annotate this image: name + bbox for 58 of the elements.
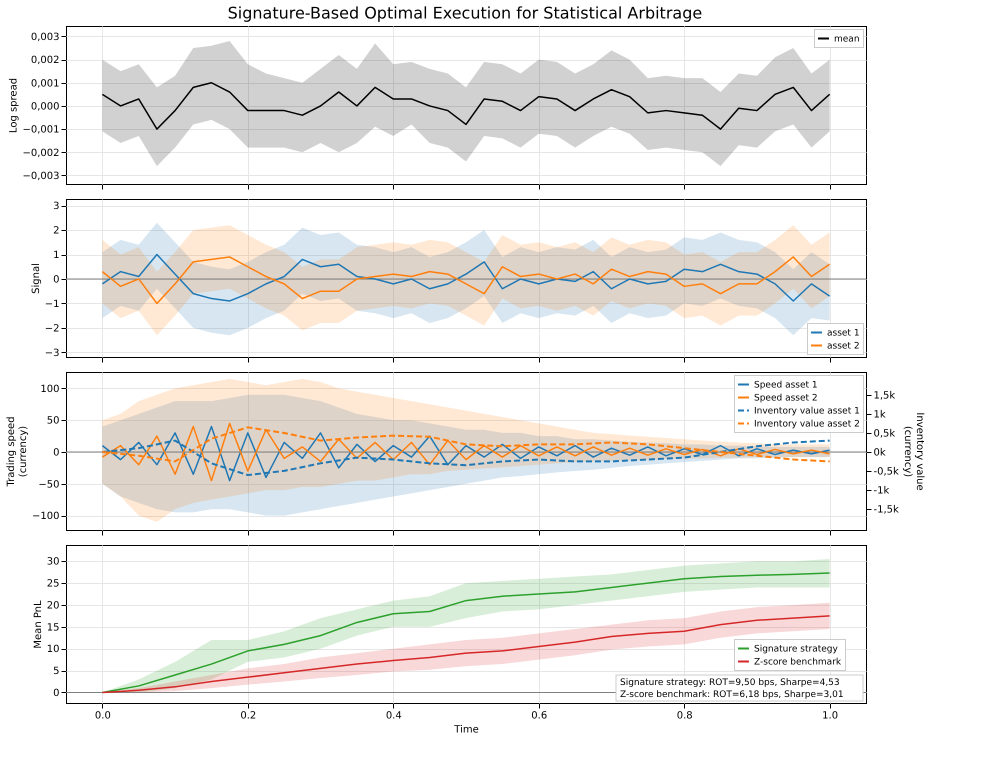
x-tick-label: 0.6 bbox=[531, 710, 548, 722]
y-tick-label: 50 bbox=[46, 416, 60, 427]
y2-tick-label: 0k bbox=[874, 447, 886, 458]
y-tick-label: 0,001 bbox=[30, 78, 60, 90]
y-tick-label: 30 bbox=[46, 556, 60, 568]
y2-tick-label: -0,5k bbox=[874, 466, 900, 478]
line-series bbox=[102, 82, 830, 130]
y2-tick-label: 1,5k bbox=[874, 390, 896, 402]
legend-label: Signature strategy bbox=[754, 644, 838, 654]
y-tick-label: 20 bbox=[46, 600, 60, 612]
legend-label: Z-score benchmark bbox=[754, 658, 842, 668]
y2-tick-label: 0,5k bbox=[874, 428, 896, 440]
y-tick-label: −50 bbox=[38, 479, 60, 490]
y-tick-label: 0,000 bbox=[30, 101, 60, 112]
y-tick-label: 0 bbox=[53, 274, 60, 286]
y-tick-label: 5 bbox=[53, 666, 60, 678]
y-axis-title: Trading speed (currency) bbox=[6, 416, 30, 488]
y-tick-label: −0,002 bbox=[22, 148, 60, 159]
y-tick-label: 1 bbox=[53, 250, 60, 262]
y-tick-label: −100 bbox=[32, 511, 60, 522]
y2-tick-label: -1k bbox=[874, 485, 890, 496]
y2-tick-label: 1k bbox=[874, 410, 886, 421]
legend-label: Inventory value asset 2 bbox=[754, 420, 860, 430]
y-tick-label: 0,003 bbox=[30, 32, 60, 43]
chart-title: Signature-Based Optimal Execution for Statistical Arbitrage bbox=[228, 4, 702, 22]
x-tick-label: 0.8 bbox=[676, 710, 693, 722]
x-tick-label: 0.4 bbox=[386, 710, 402, 722]
y2-tick-label: -1,5k bbox=[874, 504, 900, 516]
y-tick-label: 10 bbox=[46, 644, 60, 656]
legend-label: asset 2 bbox=[827, 342, 860, 352]
y-tick-label: −3 bbox=[44, 348, 60, 359]
y-tick-label: 100 bbox=[40, 384, 60, 395]
y2-axis-title: Inventory value (currency) bbox=[902, 412, 925, 491]
x-tick-label: 1.0 bbox=[822, 710, 838, 722]
y-tick-label: 0,002 bbox=[30, 55, 60, 66]
legend-label: asset 1 bbox=[827, 328, 860, 338]
legend-label: Speed asset 2 bbox=[754, 394, 818, 404]
annotation: Z-score benchmark: ROT=6,18 bps, Sharpe=3,01 bbox=[620, 690, 844, 700]
y-axis-title: Log spread bbox=[8, 78, 20, 134]
y-tick-label: −0,003 bbox=[22, 170, 60, 182]
y-tick-label: 15 bbox=[46, 622, 60, 634]
y-axis-title: Signal bbox=[30, 263, 42, 294]
legend-label: Speed asset 1 bbox=[754, 380, 818, 390]
y-tick-label: 0 bbox=[53, 447, 60, 458]
y-tick-label: 0 bbox=[53, 688, 60, 699]
y-tick-label: −1 bbox=[44, 298, 60, 310]
x-tick-label: 0.0 bbox=[94, 710, 111, 722]
y-axis-title: Mean PnL bbox=[32, 600, 44, 649]
y-tick-label: 3 bbox=[53, 201, 60, 212]
x-axis-title: Time bbox=[453, 724, 479, 736]
annotation: Signature strategy: ROT=9,50 bps, Sharpe=4,53 bbox=[620, 678, 840, 688]
legend-label: Inventory value asset 1 bbox=[754, 406, 860, 416]
y-tick-label: 25 bbox=[46, 578, 60, 590]
y-tick-label: −2 bbox=[44, 323, 60, 334]
y-tick-label: 2 bbox=[53, 226, 60, 237]
legend-label: mean bbox=[834, 34, 860, 44]
y-tick-label: −0,001 bbox=[22, 124, 60, 136]
x-tick-label: 0.2 bbox=[240, 710, 256, 722]
